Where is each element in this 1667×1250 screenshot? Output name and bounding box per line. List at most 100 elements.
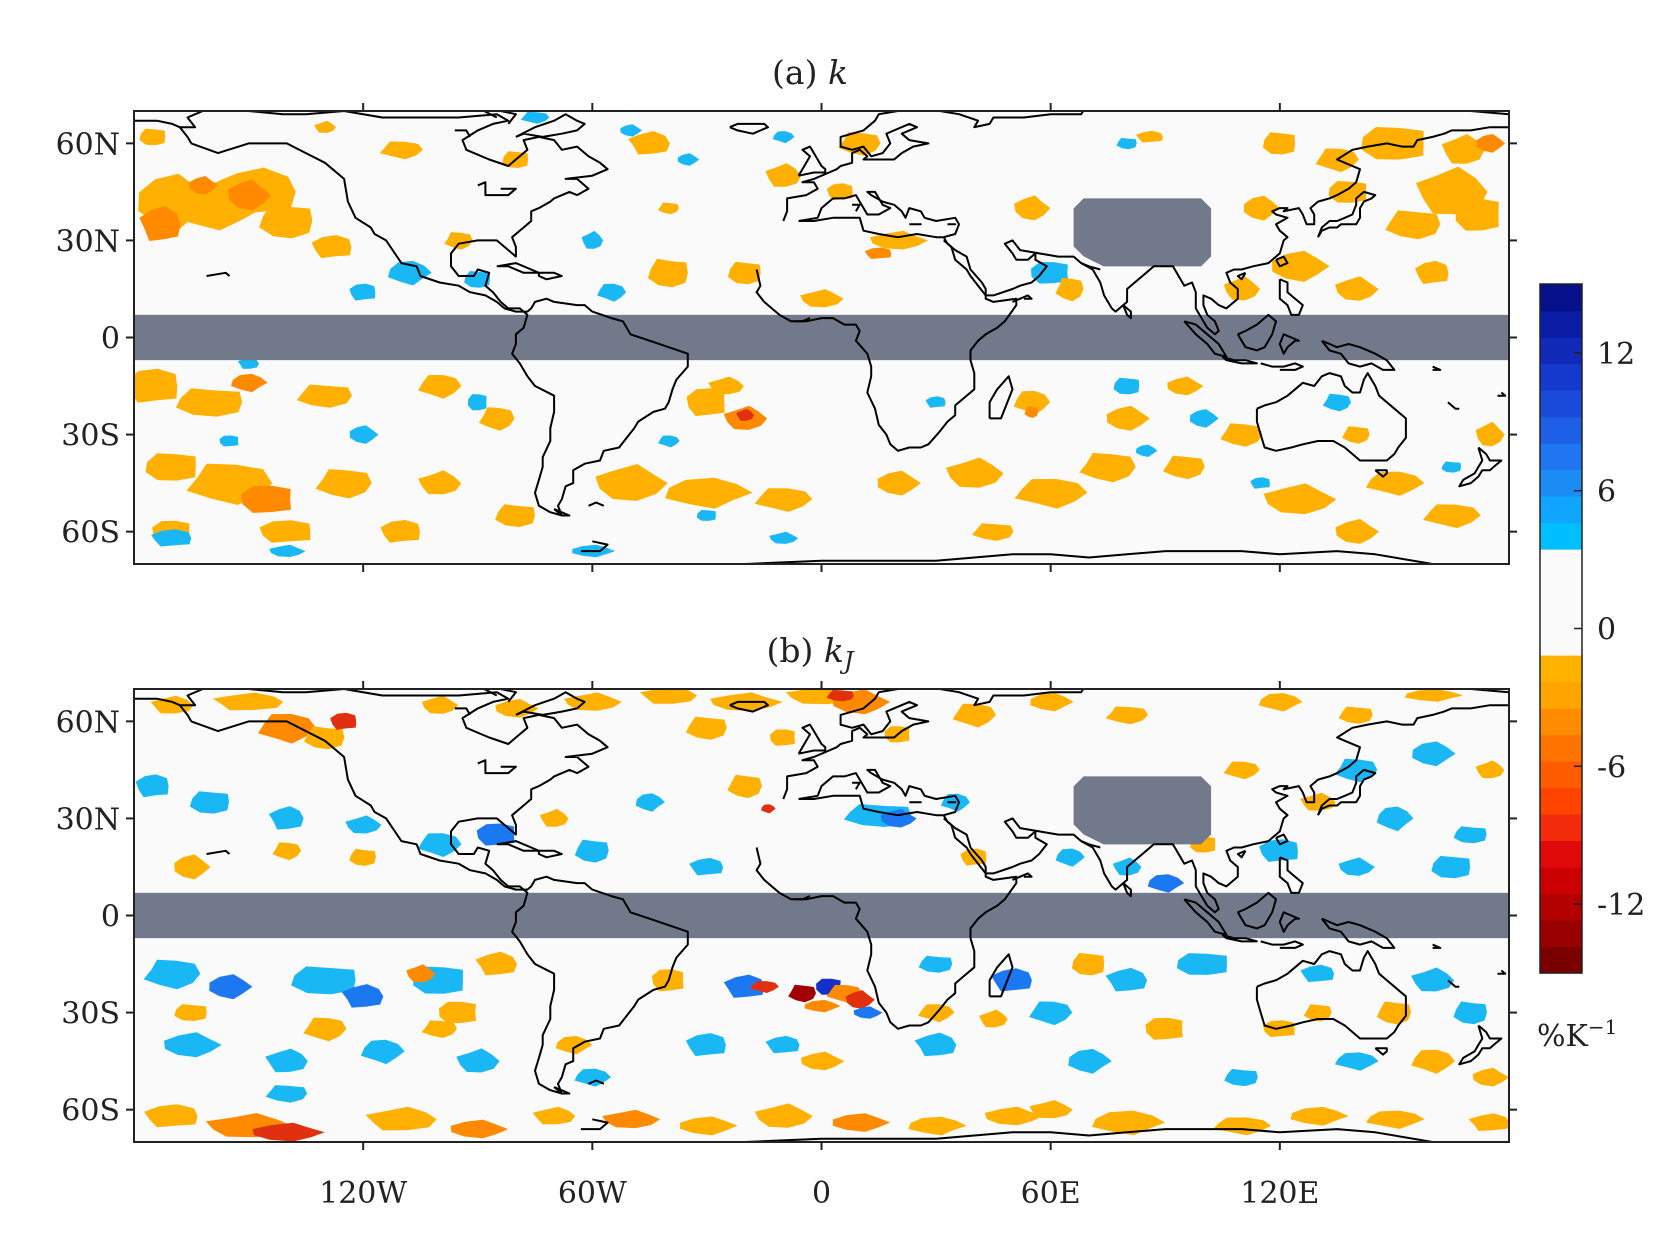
colorbar-cell bbox=[1540, 708, 1582, 736]
anomaly-patch bbox=[304, 726, 345, 750]
coastline bbox=[1221, 933, 1258, 943]
anomaly-patch bbox=[769, 531, 799, 544]
anomaly-patch bbox=[804, 999, 841, 1013]
coastline bbox=[1183, 898, 1228, 936]
anomaly-patch bbox=[1262, 132, 1295, 155]
anomaly-patch bbox=[984, 1106, 1043, 1126]
anomaly-patch bbox=[555, 1036, 593, 1055]
anomaly-patch bbox=[315, 469, 372, 499]
coastline bbox=[1278, 333, 1300, 355]
anomaly-patch bbox=[1135, 444, 1158, 457]
anomaly-patch bbox=[754, 488, 813, 512]
anomaly-patch bbox=[1476, 134, 1506, 153]
coastline bbox=[794, 317, 811, 323]
anomaly-patch bbox=[800, 1051, 845, 1071]
coastline bbox=[1275, 255, 1289, 268]
anomaly-patch bbox=[421, 1020, 457, 1038]
coastline bbox=[1447, 401, 1460, 410]
colorbar-cell bbox=[1540, 787, 1582, 815]
coastline bbox=[943, 704, 1509, 914]
coastline bbox=[1236, 313, 1277, 352]
anomaly-patch bbox=[908, 1116, 967, 1136]
colorbar-cell bbox=[1540, 681, 1582, 709]
coastline bbox=[1255, 950, 1407, 1040]
coastline bbox=[1317, 190, 1377, 238]
anomaly-patch bbox=[151, 529, 192, 547]
anomaly-patch bbox=[1385, 210, 1441, 240]
anomaly-patch bbox=[1147, 874, 1185, 893]
coastline bbox=[454, 707, 471, 716]
anomaly-patch bbox=[365, 1106, 437, 1131]
anomaly-patch bbox=[1366, 1110, 1425, 1129]
coastline bbox=[1432, 365, 1442, 371]
colorbar-unit-label: %K−1 bbox=[1537, 1015, 1617, 1054]
anomaly-patch bbox=[1031, 262, 1069, 284]
tibet-mask-b bbox=[1073, 776, 1212, 845]
coastline bbox=[755, 814, 1018, 1030]
anomaly-patch bbox=[379, 141, 423, 160]
anomaly-patch bbox=[1224, 1068, 1258, 1087]
anomaly-patch bbox=[826, 689, 854, 702]
coastline bbox=[852, 203, 861, 212]
anomaly-patch bbox=[1441, 134, 1485, 164]
anomaly-patch bbox=[877, 470, 921, 496]
coastline bbox=[178, 111, 689, 517]
anomaly-patch bbox=[1453, 1001, 1487, 1025]
anomaly-patch bbox=[145, 453, 196, 481]
anomaly-patch bbox=[164, 1032, 222, 1058]
anomaly-patch bbox=[539, 808, 569, 827]
anomaly-patch bbox=[620, 124, 642, 137]
x-axis-labels: 120W 60W 0 60E 120E bbox=[319, 1176, 1319, 1211]
anomaly-patch bbox=[1334, 1052, 1379, 1071]
anomaly-patch bbox=[349, 283, 376, 301]
anomaly-patch bbox=[1342, 426, 1370, 444]
masked-region-b bbox=[134, 776, 1509, 939]
anomaly-patch bbox=[685, 1033, 726, 1057]
coastline bbox=[588, 1079, 605, 1085]
anomaly-patch bbox=[231, 373, 268, 393]
anomaly-patch bbox=[1135, 130, 1163, 143]
anomaly-patch bbox=[952, 703, 996, 728]
coastline bbox=[745, 550, 1433, 564]
anomaly-patch bbox=[349, 848, 376, 866]
colorbar-cell bbox=[1540, 920, 1582, 948]
anomaly-patch bbox=[135, 774, 169, 798]
coastline bbox=[1374, 469, 1388, 478]
coastline bbox=[1260, 940, 1304, 949]
anomaly-patch bbox=[1068, 1048, 1112, 1074]
equatorial-mask-a bbox=[134, 314, 1509, 361]
coastlines-a bbox=[134, 111, 1509, 564]
anomaly-patch bbox=[914, 1032, 957, 1057]
colorbar-tick-label: -6 bbox=[1597, 750, 1626, 785]
coastline bbox=[1012, 872, 1033, 881]
anomaly-patch bbox=[1220, 423, 1263, 447]
anomaly-patch bbox=[189, 176, 218, 195]
anomaly-patch bbox=[680, 1116, 738, 1136]
anomaly-patch bbox=[1223, 276, 1260, 301]
anomaly-patch bbox=[658, 202, 679, 215]
anomaly-patch bbox=[945, 457, 1004, 488]
colorbar-cell bbox=[1540, 310, 1582, 338]
coastline bbox=[1236, 271, 1247, 281]
anomaly-patch bbox=[1259, 839, 1298, 862]
anomaly-patch bbox=[1250, 477, 1270, 489]
anomaly-patch bbox=[1055, 277, 1084, 302]
anomaly-patch bbox=[770, 729, 795, 746]
coastline bbox=[580, 1118, 609, 1131]
colorbar-cell bbox=[1540, 893, 1582, 921]
anomaly-patch bbox=[476, 823, 515, 846]
coastline bbox=[1432, 943, 1442, 949]
anomaly-patch bbox=[765, 1035, 800, 1054]
anomaly-patch bbox=[1376, 806, 1414, 832]
anomaly-patch bbox=[1475, 421, 1505, 447]
colorbar-tick-label: 6 bbox=[1597, 475, 1616, 510]
anomaly-patch bbox=[341, 984, 384, 1008]
coastline bbox=[588, 501, 605, 507]
y-tick-label: 60N bbox=[56, 705, 120, 740]
anomaly-patch bbox=[272, 842, 301, 861]
y-tick-label: 30S bbox=[61, 419, 120, 454]
anomaly-patch bbox=[826, 183, 853, 201]
y-tick-label: 60S bbox=[61, 1094, 120, 1129]
coastline bbox=[1255, 372, 1407, 462]
colorbar-tick-label: -12 bbox=[1597, 888, 1645, 923]
